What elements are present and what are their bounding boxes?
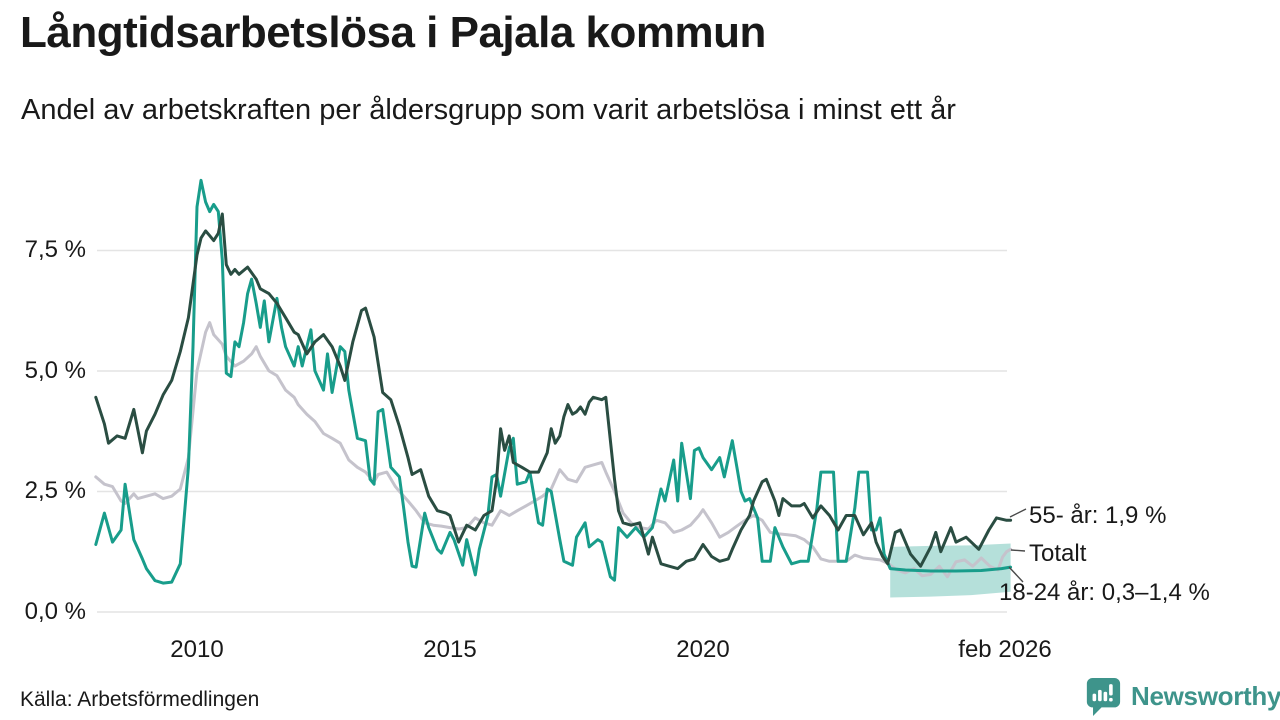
x-tick-2015: 2015	[423, 636, 477, 663]
connector-18-24	[1008, 566, 1024, 583]
chart-subtitle: Andel av arbetskraften per åldersgrupp s…	[21, 94, 956, 126]
page-title: Långtidsarbetslösa i Pajala kommun	[20, 8, 766, 57]
series-line-55	[94, 212, 1013, 571]
x-tick-2020: 2020	[676, 636, 730, 663]
series-line-totalt	[94, 321, 1013, 579]
series-line-18-24	[94, 178, 1013, 585]
y-tick-0-0: 0,0 %	[24, 598, 86, 625]
series-label-totalt: Totalt	[1029, 540, 1087, 567]
y-tick-7-5: 7,5 %	[24, 236, 86, 263]
x-tick-2010: 2010	[170, 636, 224, 663]
series-label-55: 55- år: 1,9 %	[1029, 502, 1167, 529]
label-connectors	[1008, 508, 1027, 583]
y-tick-2-5: 2,5 %	[24, 477, 86, 504]
newsworthy-wordmark: Newsworthy	[1131, 680, 1280, 711]
source-note: Källa: Arbetsförmedlingen	[20, 688, 260, 711]
x-tick-feb-2026: feb 2026	[958, 636, 1052, 663]
series-label-18-24: 18-24 år: 0,3–1,4 %	[999, 579, 1210, 606]
newsworthy-logo[interactable]: Newsworthy	[1084, 676, 1280, 716]
connector-55	[1009, 508, 1027, 518]
y-tick-5-0: 5,0 %	[24, 357, 86, 384]
connector-totalt	[1010, 549, 1026, 552]
newsworthy-bubble-chart-icon	[1086, 677, 1121, 716]
